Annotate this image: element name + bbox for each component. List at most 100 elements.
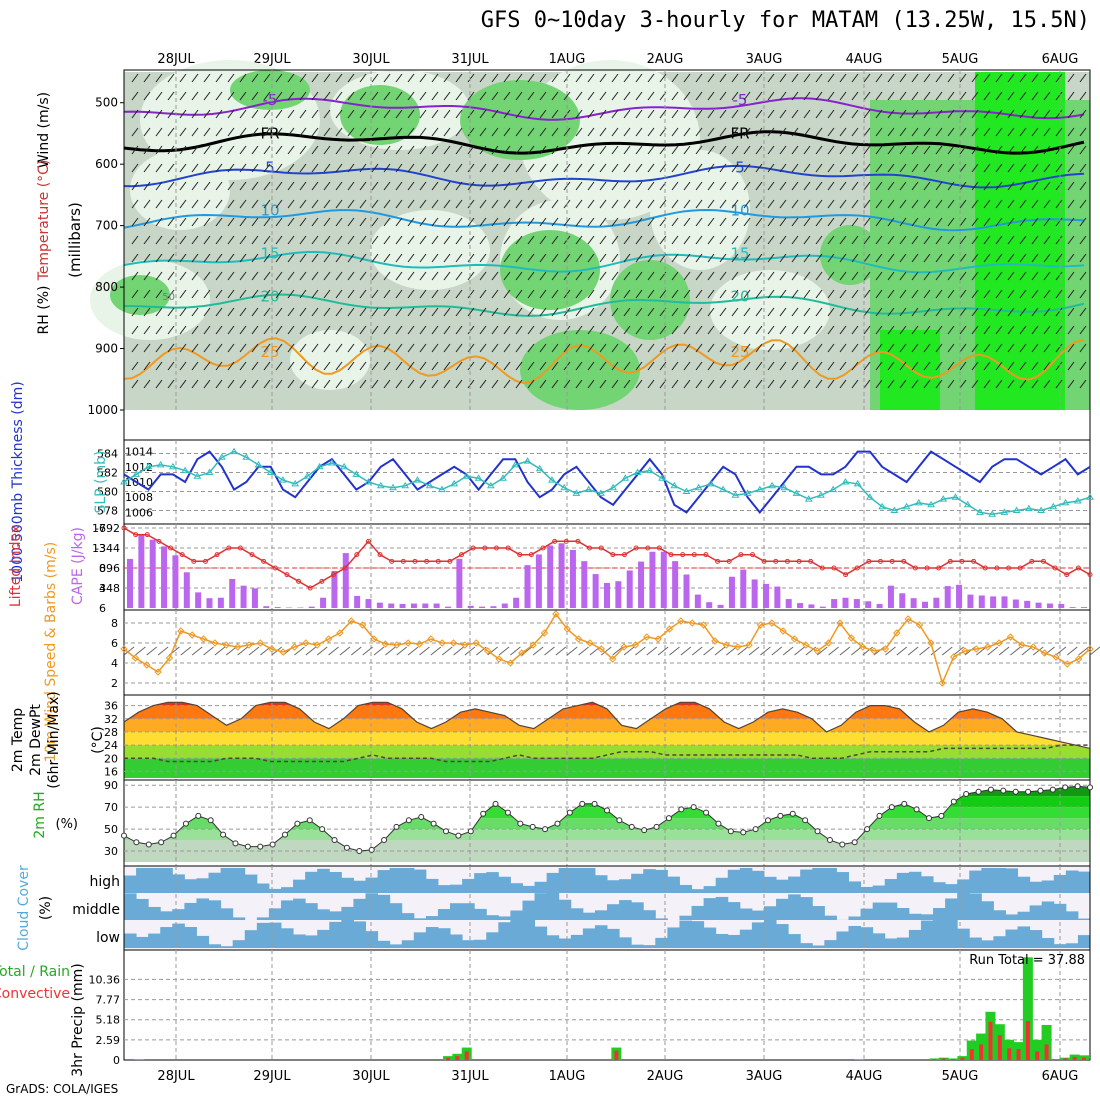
wind-barb — [755, 379, 763, 389]
wind-barb-surface — [1021, 646, 1033, 656]
rh-point — [269, 841, 276, 848]
wind-barb — [1079, 235, 1087, 245]
wind-barb — [299, 289, 307, 299]
wind-barb — [599, 379, 607, 389]
wind-barb — [1019, 361, 1027, 371]
wind-barb — [683, 145, 691, 155]
wind-barb — [959, 73, 967, 83]
precip-convective-bar — [1016, 1049, 1021, 1060]
wind-barb — [755, 361, 763, 371]
wind-barb — [971, 325, 979, 335]
wind-barb — [191, 343, 199, 353]
wind-barb — [479, 235, 487, 245]
wind-barb — [335, 361, 343, 371]
wind-speed-point — [552, 610, 560, 618]
cloud-bar — [256, 883, 270, 893]
wind-barb — [563, 91, 571, 101]
wind-barb — [791, 163, 799, 173]
wind-speed-point — [893, 629, 901, 637]
wind-barb — [971, 199, 979, 209]
wind-barb — [707, 343, 715, 353]
wind-barb — [575, 307, 583, 317]
thickness-point — [829, 485, 838, 493]
wind-barb — [815, 127, 823, 137]
wind-barb — [407, 271, 415, 281]
cloud-bar — [993, 936, 1006, 948]
wind-speed-point — [1006, 633, 1015, 641]
wind-barb — [299, 73, 307, 83]
lifted-index-point — [202, 558, 208, 564]
wind-barb — [1067, 73, 1075, 83]
wind-barb — [443, 253, 451, 263]
wind-speed-point — [449, 639, 458, 647]
wind-barb — [239, 145, 247, 155]
wind-barb — [287, 343, 295, 353]
wind-barb — [839, 181, 847, 191]
wind-barb — [899, 127, 907, 137]
wind-speed-point — [949, 653, 958, 661]
precip-convective-bar — [960, 1057, 965, 1060]
wind-barb — [575, 325, 583, 335]
wind-barb — [743, 73, 751, 83]
lifted-index-point — [435, 558, 441, 564]
wind-barb — [803, 73, 811, 83]
rh-point — [678, 806, 685, 813]
wind-barb — [515, 109, 523, 119]
wind-barb — [1007, 343, 1015, 353]
wind-barb — [971, 307, 979, 317]
cape-bar — [842, 597, 849, 608]
rh-point — [1025, 788, 1032, 795]
cloud-bar — [462, 878, 475, 893]
wind-barb — [239, 163, 247, 173]
wind-barb — [167, 217, 175, 227]
cloud-bar — [232, 940, 246, 948]
cloud-bar — [293, 898, 306, 920]
cloud-bar — [425, 927, 439, 948]
wind-barb — [683, 217, 691, 227]
cloud-bar — [679, 915, 693, 920]
cloud-bar — [413, 918, 427, 920]
wind-barb — [635, 343, 643, 353]
rh-point — [740, 829, 747, 836]
wind-barb — [1031, 271, 1039, 281]
wind-barb — [275, 73, 283, 83]
wind-barb — [851, 235, 859, 245]
cape-bar — [513, 597, 520, 608]
wind-barb — [767, 163, 775, 173]
wind-barb — [431, 73, 439, 83]
cloud-bar — [884, 938, 898, 948]
lifted-index-point — [912, 565, 918, 571]
wind-barb — [419, 91, 427, 101]
wind-barb — [239, 73, 247, 83]
wind-barb — [983, 271, 991, 281]
wind-barb — [767, 325, 775, 335]
wind-barb — [287, 163, 295, 173]
wind-barb — [647, 109, 655, 119]
wind-barb — [539, 109, 547, 119]
rh-point — [133, 839, 140, 846]
wind-barb — [575, 253, 583, 263]
cloud-bar — [522, 920, 536, 948]
wind-barb — [1043, 163, 1051, 173]
rh-point — [1049, 786, 1056, 793]
wind-barb — [575, 235, 583, 245]
isotherm-label: 10 — [260, 201, 279, 219]
wind-barb — [983, 199, 991, 209]
wind-barb — [371, 361, 379, 371]
thickness-point — [976, 508, 984, 515]
wind-barb — [299, 253, 307, 263]
cloud-bar — [981, 940, 994, 948]
wind-barb — [443, 109, 451, 119]
wind-barb — [359, 163, 367, 173]
wind-barb — [407, 379, 415, 389]
wind-barb — [383, 289, 391, 299]
wind-barb — [311, 289, 319, 299]
wind-barb — [311, 109, 319, 119]
wind-tick-label: 2 — [111, 677, 118, 690]
wind-barb — [191, 235, 199, 245]
isotherm-line — [123, 208, 1085, 232]
wind-speed-point — [199, 635, 208, 643]
wind-barb — [263, 307, 271, 317]
wind-barb — [947, 163, 955, 173]
wind-barb — [215, 325, 223, 335]
